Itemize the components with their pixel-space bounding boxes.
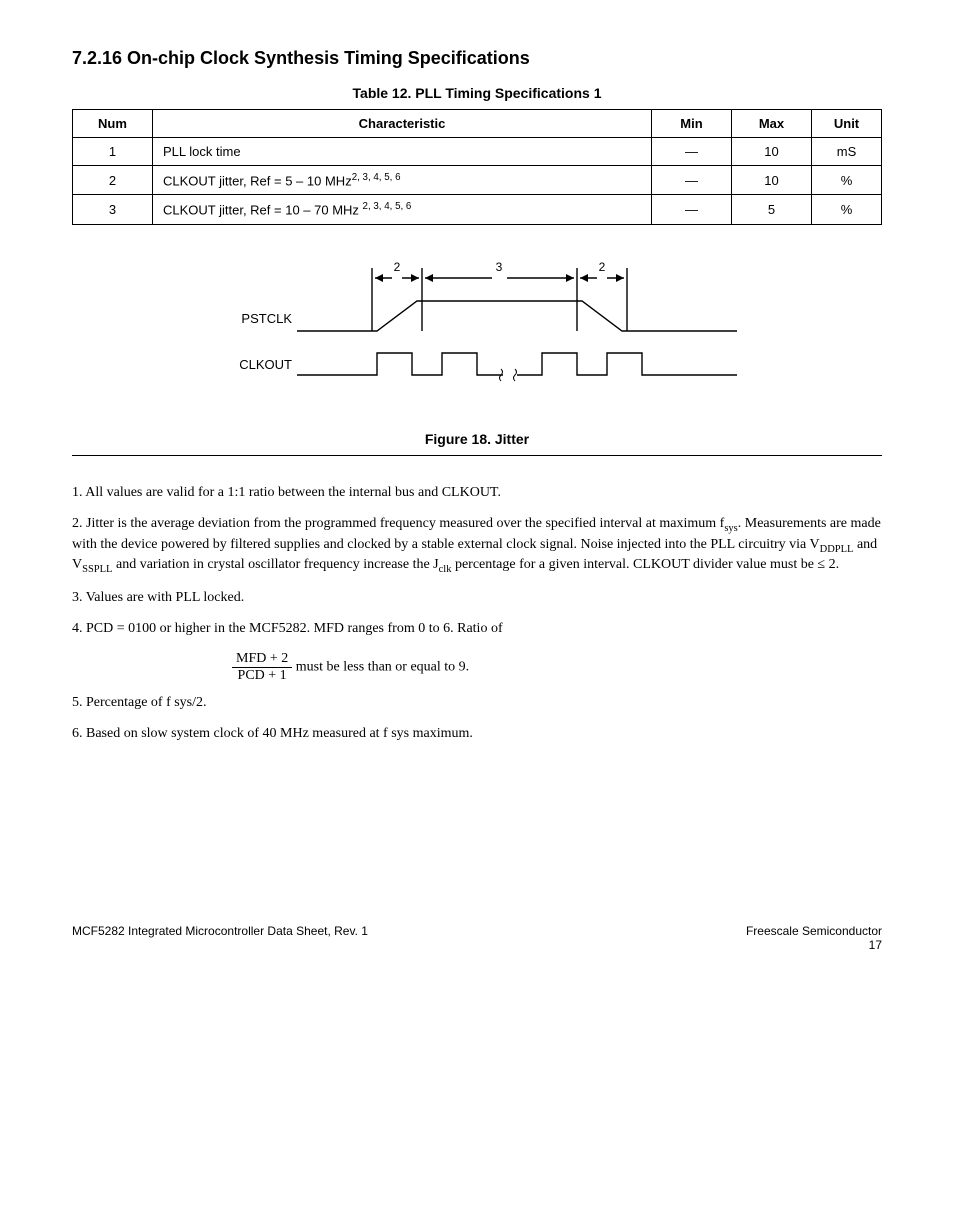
table-cell: mS	[812, 138, 882, 166]
specs-table: Num Characteristic Min Max Unit 1PLL loc…	[72, 109, 882, 225]
note-4-formula: MFD + 2 PCD + 1 must be less than or equ…	[232, 651, 882, 684]
table-cell: %	[812, 166, 882, 195]
table-cell: —	[652, 166, 732, 195]
timing-diagram-svg: 2 3 2 PSTCLK CLKOUT	[197, 253, 757, 423]
table-cell: 2	[73, 166, 153, 195]
table-cell: 1	[73, 138, 153, 166]
note-1: 1. All values are valid for a 1:1 ratio …	[72, 484, 882, 503]
note-3: 3. Values are with PLL locked.	[72, 589, 882, 608]
table-row: 3CLKOUT jitter, Ref = 10 – 70 MHz 2, 3, …	[73, 195, 882, 224]
timing-figure: 2 3 2 PSTCLK CLKOUT	[72, 253, 882, 423]
note-6: 6. Based on slow system clock of 40 MHz …	[72, 725, 882, 744]
table-caption: Table 12. PLL Timing Specifications 1	[72, 85, 882, 101]
table-cell: %	[812, 195, 882, 224]
table-row: 1PLL lock time—10mS	[73, 138, 882, 166]
table-cell: CLKOUT jitter, Ref = 5 – 10 MHz2, 3, 4, …	[153, 166, 652, 195]
table-cell: 10	[732, 138, 812, 166]
table-cell: 3	[73, 195, 153, 224]
table-cell: PLL lock time	[153, 138, 652, 166]
table-cell: 5	[732, 195, 812, 224]
footer-right-top: Freescale Semiconductor	[746, 924, 882, 938]
figure-caption: Figure 18. Jitter	[72, 431, 882, 447]
footer-left: MCF5282 Integrated Microcontroller Data …	[72, 924, 368, 952]
table-row: 2CLKOUT jitter, Ref = 5 – 10 MHz2, 3, 4,…	[73, 166, 882, 195]
dim-label-right: 2	[599, 260, 606, 274]
table-cell: CLKOUT jitter, Ref = 10 – 70 MHz 2, 3, 4…	[153, 195, 652, 224]
figure-separator	[72, 455, 882, 456]
note-4: 4. PCD = 0100 or higher in the MCF5282. …	[72, 620, 882, 639]
th-char: Characteristic	[153, 110, 652, 138]
table-cell: —	[652, 138, 732, 166]
th-unit: Unit	[812, 110, 882, 138]
dim-label-left: 2	[394, 260, 401, 274]
th-max: Max	[732, 110, 812, 138]
signal-pstclk-label: PSTCLK	[241, 311, 292, 326]
th-min: Min	[652, 110, 732, 138]
signal-clkout-label: CLKOUT	[239, 357, 292, 372]
page-footer: MCF5282 Integrated Microcontroller Data …	[72, 924, 882, 952]
dim-label-center: 3	[496, 260, 503, 274]
table-cell: 10	[732, 166, 812, 195]
table-body: 1PLL lock time—10mS2CLKOUT jitter, Ref =…	[73, 138, 882, 225]
footer-right-bottom: 17	[869, 938, 882, 952]
note-5: 5. Percentage of f sys/2.	[72, 694, 882, 713]
th-num: Num	[73, 110, 153, 138]
note-2: 2. Jitter is the average deviation from …	[72, 515, 882, 578]
table-cell: —	[652, 195, 732, 224]
section-heading: 7.2.16 On-chip Clock Synthesis Timing Sp…	[72, 48, 882, 69]
